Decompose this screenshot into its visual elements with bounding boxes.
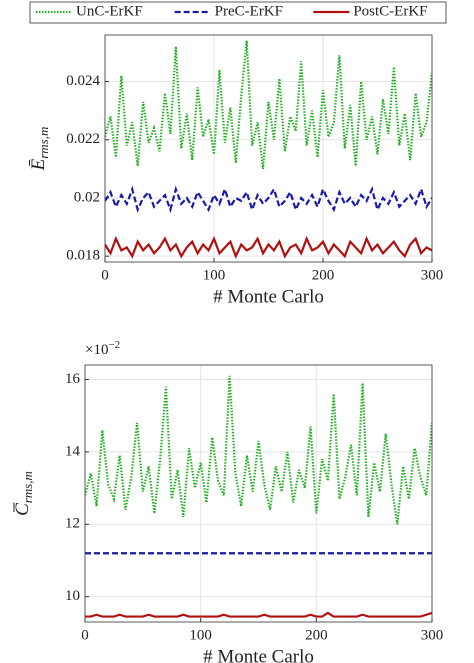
y-tick-label: 0.018 [66,248,100,264]
x-tick-label: 100 [203,267,226,283]
x-tick-label: 300 [421,627,444,643]
legend-label: PostC-ErKF [353,3,427,19]
y-tick-label: 16 [65,371,81,387]
y-tick-label: 14 [65,443,81,459]
y-tick-label: 0.024 [66,73,100,89]
x-axis-label: # Monte Carlo [203,646,314,663]
series-line [85,611,432,618]
plot-area [105,35,432,262]
y-tick-label: 0.02 [74,189,100,205]
series-line [105,185,432,214]
multiplier-exponent: −2 [108,339,120,351]
axes-frame [104,34,433,263]
x-axis-label: # Monte Carlo [213,286,324,307]
x-tick-label: 0 [81,627,89,643]
x-tick-label: 100 [189,627,212,643]
axes-frame [84,364,433,623]
x-tick-label: 0 [101,267,109,283]
y-axis-label-main: C̅ [12,502,33,516]
legend-label: UnC-ErKF [76,3,143,19]
axis-multiplier: ×10−2 [85,339,120,359]
legend-box [29,1,447,24]
y-axis-label: Ērms,m [28,127,51,172]
series-line [105,235,432,260]
multiplier-base: ×10 [85,342,108,358]
y-axis-label-sub: rms,m [36,127,51,159]
y-axis-label-sub: rms,m [20,471,35,503]
x-tick-label: 300 [421,267,444,283]
x-tick-label: 200 [312,267,335,283]
y-tick-label: 0.022 [66,131,100,147]
x-tick-label: 200 [305,627,328,643]
legend-label: PreC-ErKF [215,3,283,19]
series-line [105,40,432,169]
series-line [85,375,432,525]
y-tick-label: 12 [65,516,80,532]
y-axis-label-main: Ē [28,158,49,171]
y-tick-label: 10 [65,588,80,604]
y-axis-label: C̅rms,m [12,471,35,516]
plot-area [85,365,432,622]
